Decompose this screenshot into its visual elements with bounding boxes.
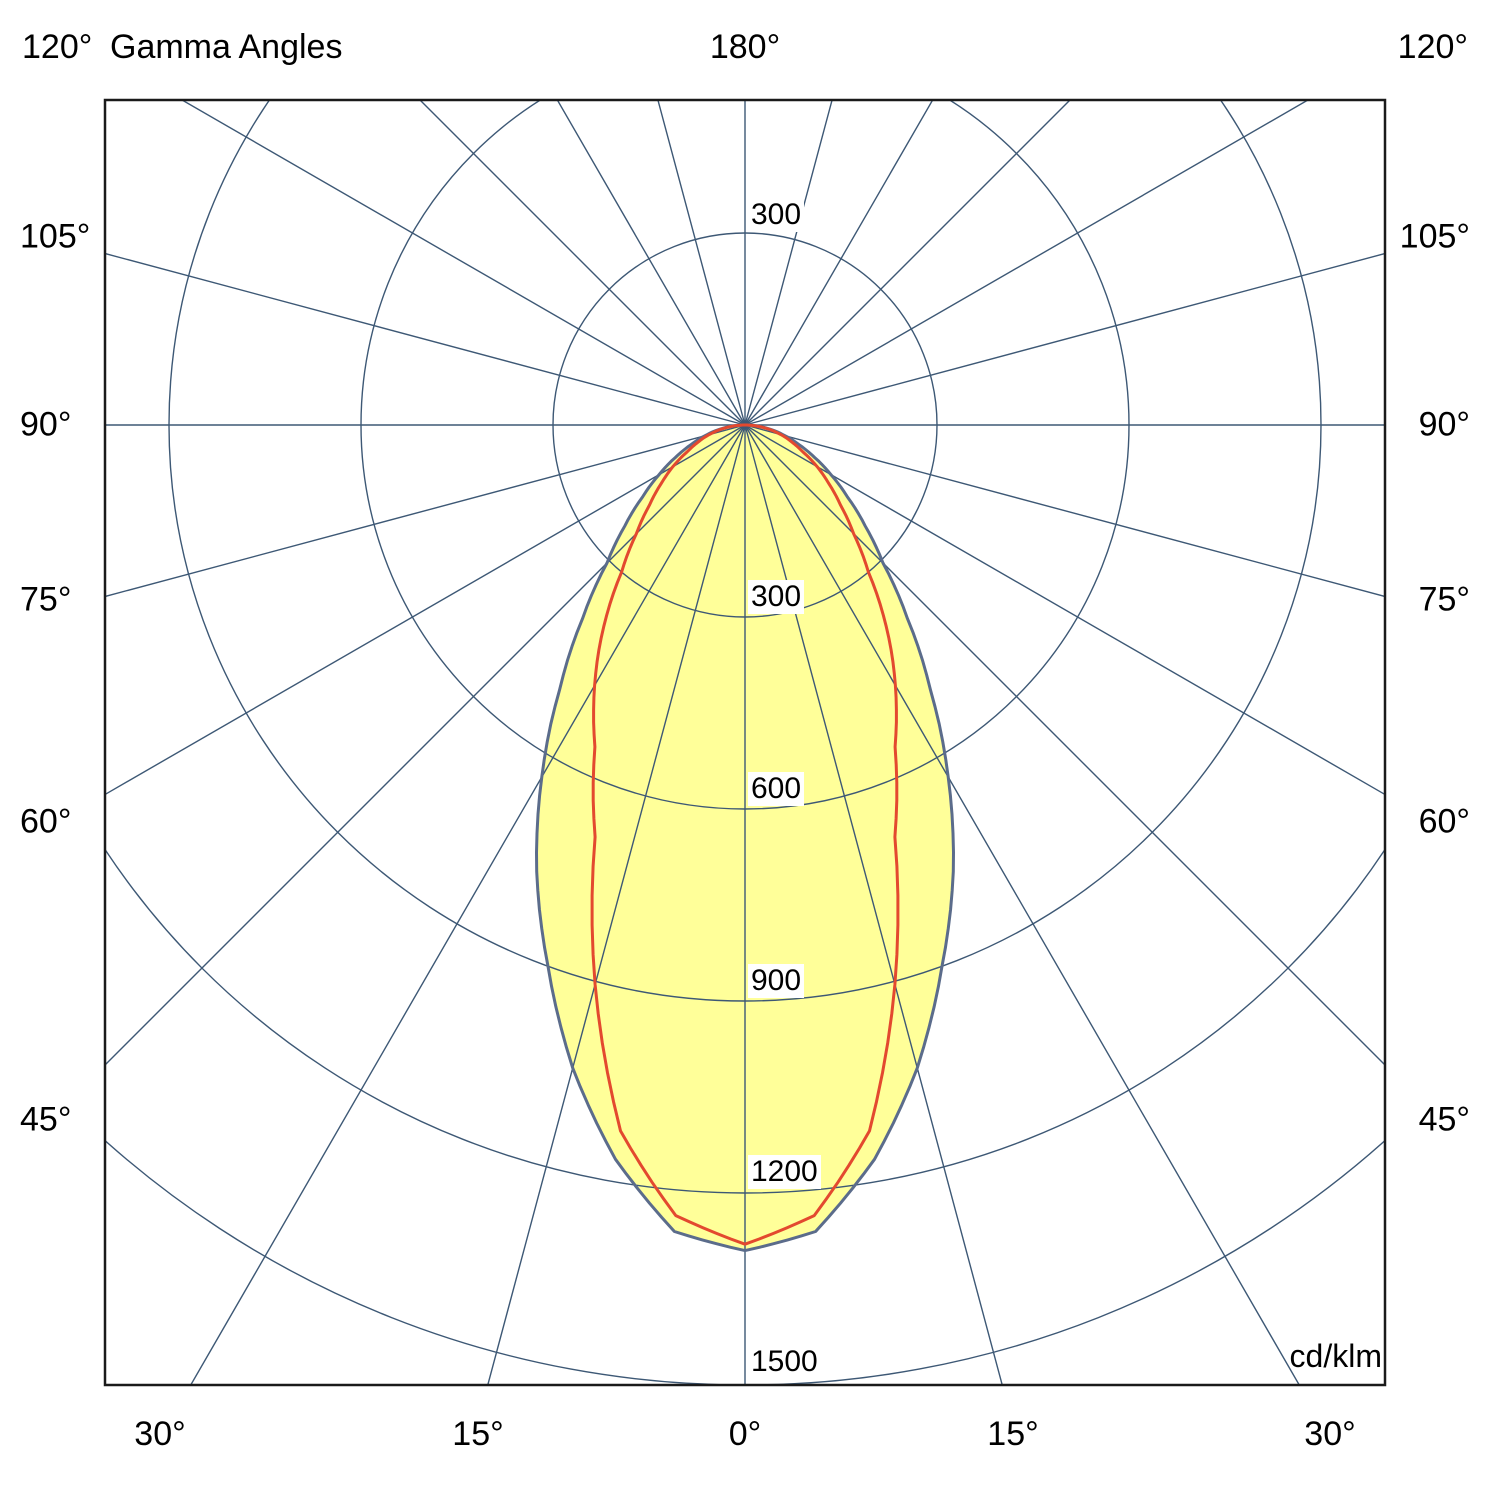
ring-label-300: 300 [748,580,805,614]
angle-label-right-105: 105° [1399,217,1470,256]
ring-label-1200: 1200 [748,1155,821,1189]
angle-label-bottom-0: 0° [728,1415,762,1453]
ring-label-300-top: 300 [748,198,805,232]
ring-label-600: 600 [748,772,805,806]
angle-label-top-right: 120° [1397,28,1468,66]
angle-label-bottom-30l: 30° [134,1415,186,1453]
angle-label-bottom-30r: 30° [1304,1415,1356,1453]
angle-label-left-45: 45° [20,1100,72,1139]
ring-label-900: 900 [748,964,805,998]
angle-label-left-75: 75° [20,580,72,619]
unit-label: cd/klm [1289,1338,1382,1374]
angle-label-left-90: 90° [20,405,72,444]
angle-label-bottom-15l: 15° [452,1415,504,1453]
angle-label-right-45: 45° [1418,1100,1470,1139]
ring-label-1500: 1500 [748,1345,821,1379]
angle-label-left-105: 105° [20,217,91,256]
page-title: Gamma Angles [110,28,343,66]
angle-label-top-center: 180° [709,28,781,66]
angle-label-right-60: 60° [1418,802,1470,841]
angle-label-right-90: 90° [1418,405,1470,444]
angle-label-left-60: 60° [20,802,72,841]
angle-label-top-left: 120° [22,28,93,66]
angle-label-right-75: 75° [1418,580,1470,619]
angle-label-bottom-15r: 15° [987,1415,1039,1453]
